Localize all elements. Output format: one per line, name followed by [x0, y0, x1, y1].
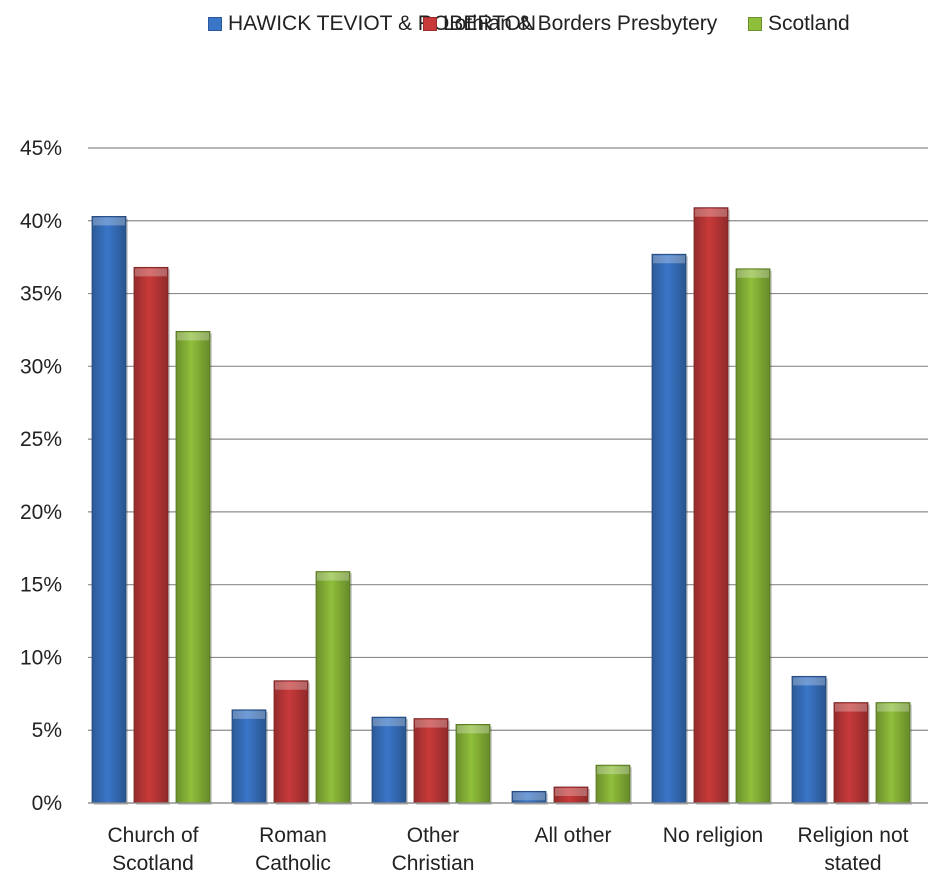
x-tick-label-line: Scotland — [112, 852, 194, 875]
bar-lothian-borders-presbytery-church-of-scotland-highlight — [135, 268, 167, 277]
x-tick-label-line: Christian — [392, 852, 475, 875]
x-tick-label: No religion — [663, 824, 763, 847]
bar-hawick-teviot-roberton-all-other-highlight — [513, 792, 545, 801]
y-tick-label: 15% — [20, 574, 62, 597]
bar-lothian-borders-presbytery-roman-catholic-highlight — [275, 681, 307, 690]
bar-scotland-no-religion-highlight — [737, 269, 769, 278]
bar-hawick-teviot-roberton-religion-not-stated-highlight — [793, 677, 825, 686]
y-tick-label: 30% — [20, 355, 62, 378]
legend-swatch-hawick — [208, 17, 222, 31]
bar-lothian-borders-presbytery-church-of-scotland — [133, 266, 169, 804]
y-tick-label: 10% — [20, 646, 62, 669]
bar-lothian-borders-presbytery-roman-catholic — [273, 680, 309, 804]
x-tick-label-line: Religion not — [798, 824, 909, 847]
legend: HAWICK TEVIOT & ROBERTON Lothian & Borde… — [0, 0, 932, 50]
x-tick-label: Religion not stated — [798, 824, 909, 875]
x-tick-label-line: Roman — [259, 824, 327, 847]
y-tick-label: 40% — [20, 210, 62, 233]
bar-lothian-borders-presbytery-religion-not-stated — [833, 702, 869, 804]
legend-item-scotland: Scotland — [748, 12, 850, 36]
bar-lothian-borders-presbytery-no-religion-highlight — [695, 208, 727, 217]
bar-hawick-teviot-roberton-roman-catholic — [231, 709, 267, 804]
bar-hawick-teviot-roberton-no-religion-highlight — [653, 255, 685, 264]
bar-scotland-all-other-highlight — [597, 766, 629, 775]
bar-hawick-teviot-roberton-roman-catholic-highlight — [233, 710, 265, 719]
legend-label-scotland: Scotland — [768, 12, 850, 35]
bar-scotland-other-christian-highlight — [457, 725, 489, 734]
x-tick-label-line: No religion — [663, 824, 763, 847]
bar-lothian-borders-presbytery-other-christian-highlight — [415, 719, 447, 728]
y-tick-label: 45% — [20, 137, 62, 160]
x-tick-label: Church of Scotland — [107, 824, 198, 875]
bar-hawick-teviot-roberton-church-of-scotland-highlight — [93, 217, 125, 226]
y-tick-label: 35% — [20, 283, 62, 306]
legend-item-hawick: HAWICK TEVIOT & ROBERTON — [208, 12, 536, 36]
bar-hawick-teviot-roberton-religion-not-stated — [791, 675, 827, 804]
legend-swatch-lothian — [423, 17, 437, 31]
x-tick-label: Roman Catholic — [255, 824, 331, 875]
y-tick-label: 20% — [20, 501, 62, 524]
bar-scotland-other-christian — [455, 724, 491, 804]
bar-lothian-borders-presbytery-all-other-highlight — [555, 787, 587, 796]
y-tick-label: 5% — [32, 719, 62, 742]
bar-scotland-no-religion — [735, 268, 771, 804]
bar-hawick-teviot-roberton-other-christian-highlight — [373, 718, 405, 727]
bar-lothian-borders-presbytery-religion-not-stated-highlight — [835, 703, 867, 712]
x-tick-label: All other — [534, 824, 611, 847]
bar-scotland-religion-not-stated-highlight — [877, 703, 909, 712]
bar-lothian-borders-presbytery-other-christian — [413, 718, 449, 804]
bar-lothian-borders-presbytery-no-religion — [693, 207, 729, 804]
x-tick-label-line: stated — [824, 852, 881, 875]
bar-hawick-teviot-roberton-church-of-scotland — [91, 216, 127, 804]
bar-scotland-religion-not-stated — [875, 702, 911, 804]
bars — [91, 207, 912, 805]
x-tick-label-line: Church of — [107, 824, 198, 847]
x-tick-label-line: Catholic — [255, 852, 331, 875]
x-tick-label: Other Christian — [392, 824, 475, 875]
legend-swatch-scotland — [748, 17, 762, 31]
bar-hawick-teviot-roberton-other-christian — [371, 716, 407, 804]
bar-hawick-teviot-roberton-no-religion — [651, 253, 687, 804]
legend-label-lothian: Lothian & Borders Presbytery — [443, 12, 718, 35]
bar-scotland-roman-catholic — [315, 571, 351, 804]
x-tick-label-line: Other — [407, 824, 460, 847]
legend-label-hawick: HAWICK TEVIOT & ROBERTON — [228, 12, 537, 35]
axes: 0% 5% 10% 15% 20% 25% 30% 35% 40% 45% Church of Sco… — [20, 137, 928, 875]
x-tick-label-line: All other — [534, 824, 611, 847]
bar-scotland-church-of-scotland-highlight — [177, 332, 209, 341]
legend-item-lothian: Lothian & Borders Presbytery — [423, 12, 717, 36]
y-tick-label: 0% — [32, 792, 62, 815]
bar-scotland-church-of-scotland — [175, 330, 211, 804]
y-tick-label: 25% — [20, 428, 62, 451]
bar-scotland-roman-catholic-highlight — [317, 572, 349, 581]
